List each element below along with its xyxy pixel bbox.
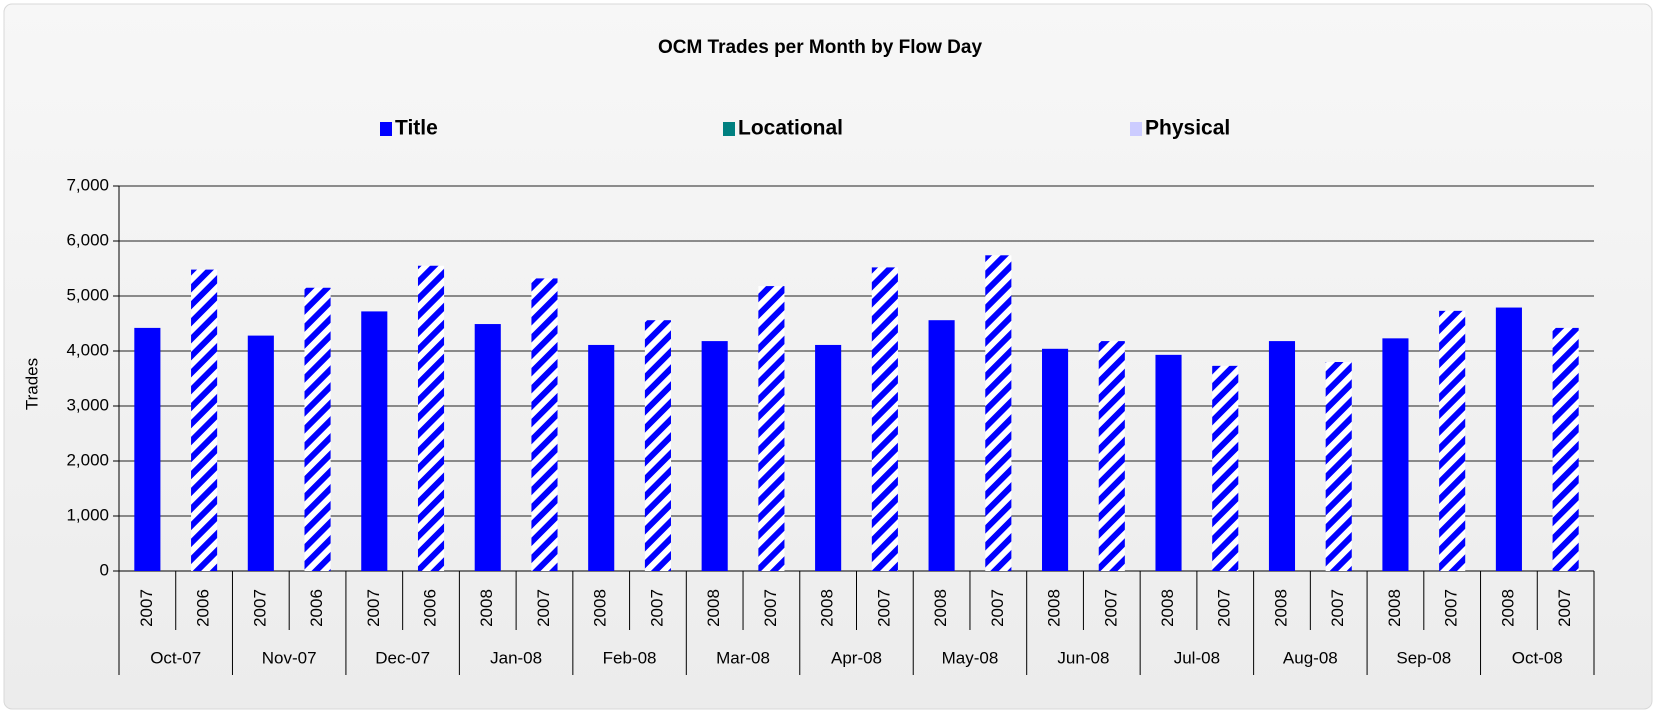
group-label: Oct-08 — [1512, 648, 1563, 667]
group-label: Nov-07 — [262, 648, 317, 667]
bar — [1098, 341, 1125, 571]
legend-label: Title — [395, 117, 438, 140]
bar — [361, 311, 388, 571]
group-label: May-08 — [942, 648, 999, 667]
legend-swatch — [723, 122, 735, 136]
legend-swatch — [380, 122, 392, 136]
x-tick-label: 2007 — [1215, 589, 1234, 627]
group-label: Sep-08 — [1396, 648, 1451, 667]
x-tick-label: 2007 — [364, 589, 383, 627]
bar — [531, 278, 558, 571]
group-label: Jul-08 — [1174, 648, 1220, 667]
bar — [928, 320, 955, 571]
chart-title: OCM Trades per Month by Flow Day — [658, 37, 983, 58]
bar — [1212, 365, 1239, 571]
group-label: Feb-08 — [603, 648, 657, 667]
x-tick-label: 2006 — [194, 589, 213, 627]
x-tick-label: 2007 — [647, 589, 666, 627]
x-tick-label: 2008 — [1271, 589, 1290, 627]
group-label: Oct-07 — [150, 648, 201, 667]
y-tick-label: 5,000 — [66, 285, 109, 304]
bar — [1042, 348, 1069, 571]
x-tick-label: 2007 — [1442, 589, 1461, 627]
x-tick-label: 2008 — [1498, 589, 1517, 627]
y-tick-label: 6,000 — [66, 230, 109, 249]
y-tick-label: 1,000 — [66, 505, 109, 524]
group-label: Aug-08 — [1283, 648, 1338, 667]
bar — [304, 287, 331, 571]
bar — [417, 265, 445, 571]
x-tick-label: 2008 — [1385, 589, 1404, 627]
bar — [1325, 362, 1352, 571]
group-label: Dec-07 — [375, 648, 430, 667]
x-tick-label: 2007 — [1555, 589, 1574, 627]
legend-label: Locational — [738, 117, 843, 140]
x-tick-label: 2008 — [931, 589, 950, 627]
x-tick-label: 2007 — [988, 589, 1007, 627]
y-tick-label: 4,000 — [66, 340, 109, 359]
y-tick-label: 7,000 — [66, 175, 109, 194]
bar — [588, 344, 615, 571]
x-tick-label: 2008 — [1158, 589, 1177, 627]
x-tick-label: 2007 — [761, 589, 780, 627]
x-tick-label: 2007 — [250, 589, 269, 627]
x-tick-label: 2008 — [704, 589, 723, 627]
group-label: Apr-08 — [831, 648, 882, 667]
bar — [644, 320, 671, 571]
x-tick-label: 2006 — [421, 589, 440, 627]
x-tick-label: 2007 — [137, 589, 156, 627]
bar — [1495, 307, 1522, 571]
bar — [1552, 327, 1579, 571]
bar — [1382, 338, 1409, 571]
bar — [1155, 354, 1182, 571]
x-tick-label: 2008 — [1045, 589, 1064, 627]
legend-label: Physical — [1145, 117, 1230, 140]
x-tick-label: 2006 — [307, 589, 326, 627]
y-axis-label: Trades — [22, 358, 41, 410]
bar — [1268, 341, 1296, 571]
bar — [474, 324, 501, 571]
bar — [985, 255, 1012, 572]
bar — [247, 335, 274, 571]
x-tick-label: 2008 — [477, 589, 496, 627]
group-label: Mar-08 — [716, 648, 770, 667]
x-tick-label: 2007 — [1101, 589, 1120, 627]
y-tick-label: 0 — [100, 560, 109, 579]
x-tick-label: 2008 — [818, 589, 837, 627]
bar — [815, 344, 842, 571]
bar — [701, 341, 728, 571]
bar — [1439, 310, 1466, 571]
group-label: Jun-08 — [1057, 648, 1109, 667]
bar — [191, 269, 218, 571]
x-tick-label: 2007 — [1328, 589, 1347, 627]
bar — [134, 327, 161, 571]
x-tick-label: 2007 — [874, 589, 893, 627]
x-tick-label: 2007 — [534, 589, 553, 627]
y-tick-label: 3,000 — [66, 395, 109, 414]
group-label: Jan-08 — [490, 648, 542, 667]
bar — [758, 286, 785, 571]
x-tick-label: 2008 — [591, 589, 610, 627]
y-tick-label: 2,000 — [66, 450, 109, 469]
legend-swatch — [1130, 122, 1142, 136]
bar — [871, 267, 898, 571]
